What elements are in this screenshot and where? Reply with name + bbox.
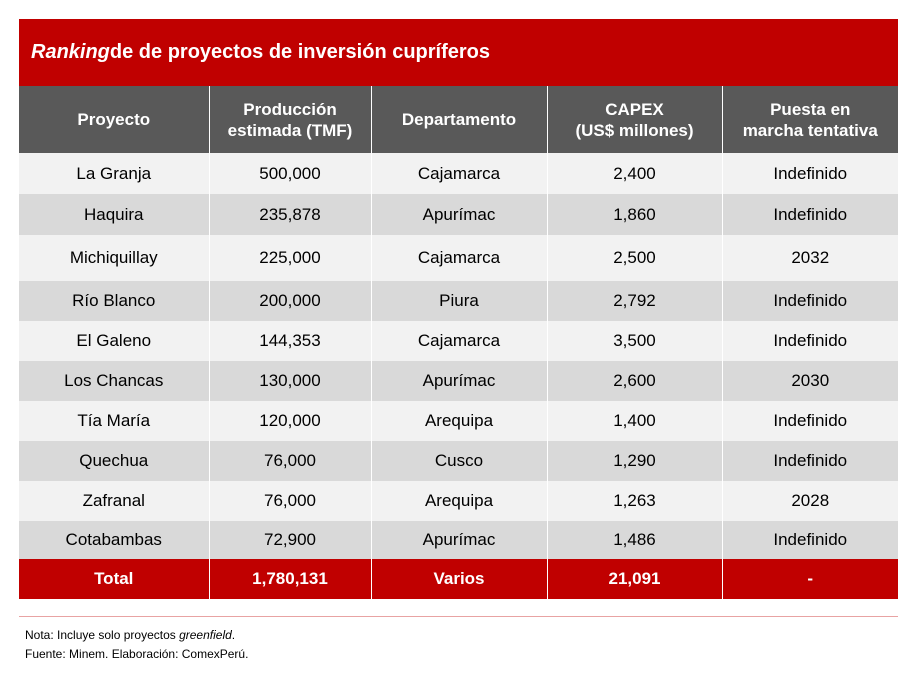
table-frame: Ranking de de proyectos de inversión cup… [19,19,898,599]
table-cell: 76,000 [209,441,372,481]
table-cell: 3,500 [547,321,723,361]
table-cell: 2,400 [547,153,723,194]
table-row: Río Blanco 200,000 Piura 2,792 Indefinido [19,281,898,321]
total-cell: 21,091 [547,559,723,599]
table-cell: 2028 [722,481,898,521]
table-cell: Los Chancas [19,361,210,401]
table-cell: Cusco [371,441,548,481]
table-cell: 1,860 [547,194,723,235]
table-row: El Galeno 144,353 Cajamarca 3,500 Indefinido [19,321,898,361]
table-cell: 2,792 [547,281,723,321]
note-italic: greenfield [179,628,232,642]
column-header-line: estimada (TMF) [227,120,353,140]
table-cell: 225,000 [209,235,372,281]
table-cell: Zafranal [19,481,210,521]
table-cell: Tía María [19,401,210,441]
note-suffix: . [231,628,236,642]
table-cell: Indefinido [722,521,898,559]
table-cell: Quechua [19,441,210,481]
footnotes: Nota: Incluye solo proyectos greenfield.… [25,626,248,664]
table-cell: Cajamarca [371,153,548,194]
table-title: Ranking de de proyectos de inversión cup… [19,19,898,86]
column-header-line: Proyecto [77,110,151,129]
total-cell: - [722,559,898,599]
note-line: Nota: Incluye solo proyectos greenfield. [25,626,248,645]
column-header-line: Producción [243,99,337,119]
table-cell: 130,000 [209,361,372,401]
column-header: CAPEX (US$ millones) [547,86,723,153]
column-header-line: (US$ millones) [575,120,694,140]
table-cell: Cajamarca [371,321,548,361]
table-cell: Apurímac [371,361,548,401]
total-cell: Varios [371,559,548,599]
table-row: Tía María 120,000 Arequipa 1,400 Indefinido [19,401,898,441]
column-header-line: marcha tentativa [742,120,878,140]
projects-table: Proyecto Producción estimada (TMF) Departam… [19,86,898,599]
total-cell: Total [19,559,210,599]
table-cell: Indefinido [722,153,898,194]
table-row: Los Chancas 130,000 Apurímac 2,600 2030 [19,361,898,401]
table-title-text: de de proyectos de inversión cupríferos [109,41,491,63]
total-row: Total 1,780,131 Varios 21,091- [19,559,898,599]
table-row: Haquira 235,878 Apurímac 1,860 Indefinido [19,194,898,235]
table-row: Quechua 76,000 Cusco 1,290 Indefinido [19,441,898,481]
table-cell: Piura [371,281,548,321]
column-header: Departamento [371,86,548,153]
table-cell: Indefinido [722,194,898,235]
note-prefix: Nota: Incluye solo proyectos [25,628,180,642]
table-cell: 76,000 [209,481,372,521]
table-cell: Arequipa [371,481,548,521]
column-header-line: Departamento [401,110,517,129]
table-row: Cotabambas 72,900 Apurímac 1,486 Indefinido [19,521,898,559]
table-title-italic: Ranking [31,41,110,63]
table-cell: 144,353 [209,321,372,361]
table-cell: Arequipa [371,401,548,441]
table-cell: Michiquillay [19,235,210,281]
table-cell: Haquira [19,194,210,235]
table-cell: Río Blanco [19,281,210,321]
header-row: Proyecto Producción estimada (TMF) Departam… [19,86,898,153]
table-cell: Indefinido [722,281,898,321]
table-row: Michiquillay 225,000 Cajamarca 2,500 2032 [19,235,898,281]
table-cell: Indefinido [722,321,898,361]
table-cell: 1,486 [547,521,723,559]
total-cell: 1,780,131 [209,559,372,599]
table-cell: Cajamarca [371,235,548,281]
source-line: Fuente: Minem. Elaboración: ComexPerú. [25,647,249,661]
table-cell: Apurímac [371,521,548,559]
footer-divider [19,616,898,617]
table-cell: 1,400 [547,401,723,441]
table-cell: 235,878 [209,194,372,235]
table-cell: 2,500 [547,235,723,281]
table-row: Zafranal 76,000 Arequipa 1,263 2028 [19,481,898,521]
table-cell: Cotabambas [19,521,210,559]
table-cell: Apurímac [371,194,548,235]
column-header-line: Puesta en [770,99,851,119]
table-cell: Indefinido [722,401,898,441]
table-cell: 1,290 [547,441,723,481]
column-header: Proyecto [19,86,210,153]
table-cell: El Galeno [19,321,210,361]
table-row: La Granja 500,000 Cajamarca 2,400 Indefinido [19,153,898,194]
table-cell: 2030 [722,361,898,401]
table-cell: 500,000 [209,153,372,194]
table-cell: 2032 [722,235,898,281]
table-cell: 200,000 [209,281,372,321]
table-cell: 120,000 [209,401,372,441]
table-cell: 2,600 [547,361,723,401]
table-cell: 72,900 [209,521,372,559]
table-body: La Granja 500,000 Cajamarca 2,400 Indefinido… [19,153,898,599]
table-cell: Indefinido [722,441,898,481]
column-header: Puesta en marcha tentativa [722,86,898,153]
column-header: Producción estimada (TMF) [209,86,372,153]
table-cell: 1,263 [547,481,723,521]
table-cell: La Granja [19,153,210,194]
column-header-line: CAPEX [605,99,664,119]
